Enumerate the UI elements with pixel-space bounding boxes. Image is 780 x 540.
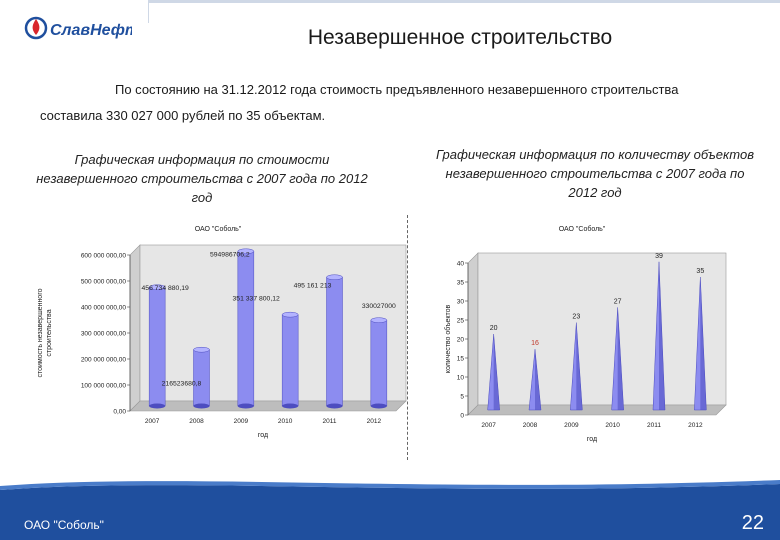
bar-base (149, 403, 166, 409)
x-tick-label: 2011 (647, 422, 661, 429)
x-tick-label: 2010 (605, 422, 620, 429)
bar-2011 (326, 277, 343, 407)
data-label: 23 (572, 314, 580, 321)
data-label: 16 (531, 340, 539, 347)
x-tick-label: 2011 (323, 418, 337, 425)
bar-shade (617, 307, 624, 410)
y-tick-label: 20 (457, 337, 465, 344)
bar-top (237, 248, 255, 255)
y-tick-label: 600 000 000,00 (81, 253, 127, 260)
footer-company: ОАО "Соболь" (24, 518, 104, 532)
bar-2008 (193, 349, 210, 407)
data-label: 351 337 800,12 (233, 296, 280, 303)
bar-shade (659, 261, 665, 410)
count-bar-chart: ОАО "Соболь" 0 5 10 15 20 25 30 35 40 количество о… (444, 225, 727, 443)
plot-side-wall (467, 252, 479, 416)
bar-base (326, 403, 343, 409)
data-label: 20 (490, 325, 498, 332)
header-rule (148, 3, 149, 23)
page-number: 22 (741, 512, 764, 534)
section-divider (407, 215, 408, 460)
y-tick-label: 25 (457, 318, 465, 325)
bar-base (237, 403, 254, 409)
y-tick-label: 5 (460, 394, 464, 401)
bar-base (193, 403, 210, 409)
y-tick-label: 300 000 000,00 (81, 331, 127, 338)
y-axis-label: количество объектов (444, 305, 452, 374)
bar-2010 (281, 314, 299, 407)
plot-back-wall (477, 252, 727, 406)
bar-shade (493, 334, 500, 410)
right-chart-caption: Графическая информация по количеству объ… (436, 147, 754, 200)
bar-top (148, 284, 166, 290)
x-tick-label: 2012 (688, 422, 703, 429)
data-label: 35 (696, 268, 704, 275)
y-tick-label: 200 000 000,00 (81, 357, 127, 364)
y-tick-label: 400 000 000,00 (81, 305, 127, 312)
y-tick-label: 30 (457, 299, 465, 306)
x-tick-label: 2007 (481, 422, 496, 429)
footer-band (0, 480, 780, 540)
x-axis-label: год (587, 436, 597, 443)
y-axis-label: стоимость незавершенного строительства (37, 288, 53, 377)
bar-2012 (370, 319, 388, 407)
x-tick-label: 2009 (564, 422, 579, 429)
y-tick-label: 40 (457, 261, 465, 268)
company-logo: СлавНефть (24, 16, 132, 40)
bar-base (282, 403, 299, 409)
bar-top (326, 274, 343, 281)
logo-drop-icon (32, 19, 40, 35)
bar-top (370, 317, 388, 323)
y-tick-label: 500 000 000,00 (81, 279, 127, 286)
data-label: 330027000 (362, 303, 396, 310)
plot-floor (129, 400, 407, 412)
plot-back-wall (139, 244, 407, 402)
chart-subtitle: ОАО "Соболь" (559, 225, 606, 233)
header-line (148, 0, 780, 3)
plot-side-wall (129, 244, 141, 412)
data-label: 27 (614, 298, 622, 305)
intro-line-2: составила 330 027 000 рублей по 35 объек… (40, 108, 326, 123)
x-axis-label: год (258, 432, 268, 439)
cost-bar-chart: ОАО "Соболь" 0,00 100 000 000,00 200 000 00… (37, 225, 407, 439)
bar-shade (700, 277, 707, 410)
y-tick-label: 100 000 000,00 (81, 383, 127, 390)
logo-text: СлавНефть (50, 22, 132, 39)
x-tick-label: 2010 (278, 418, 293, 425)
x-tick-label: 2008 (189, 418, 204, 425)
plot-floor (467, 404, 727, 416)
data-label: 216523680,8 (162, 381, 202, 388)
bar-base (370, 403, 387, 409)
x-tick-label: 2009 (234, 418, 249, 425)
bar-top (193, 346, 210, 353)
left-chart-caption: Графическая информация по стоимости неза… (36, 152, 368, 205)
logo-ring-icon (24, 16, 48, 40)
data-label: 495 161 213 (294, 282, 332, 289)
page-title: Незавершенное строительство (307, 26, 613, 49)
x-tick-label: 2012 (367, 418, 382, 425)
bar-2007 (148, 286, 166, 407)
data-label: 456 734 880,19 (142, 285, 189, 292)
intro-line-1: По состоянию на 31.12.2012 года стоимост… (115, 82, 679, 97)
data-label: 594986706,2 (210, 251, 250, 258)
y-tick-label: 0 (460, 413, 464, 420)
y-tick-label: 35 (457, 280, 465, 287)
y-tick-label: 15 (457, 356, 465, 363)
bar-top (281, 311, 299, 318)
y-tick-label: 10 (457, 375, 465, 382)
x-tick-label: 2007 (145, 418, 160, 425)
bar-2009 (237, 251, 255, 407)
bar-shade (576, 322, 583, 410)
y-tick-label: 0,00 (113, 409, 126, 416)
data-label: 39 (655, 253, 663, 260)
chart-subtitle: ОАО "Соболь" (195, 225, 242, 233)
x-tick-label: 2008 (523, 422, 538, 429)
